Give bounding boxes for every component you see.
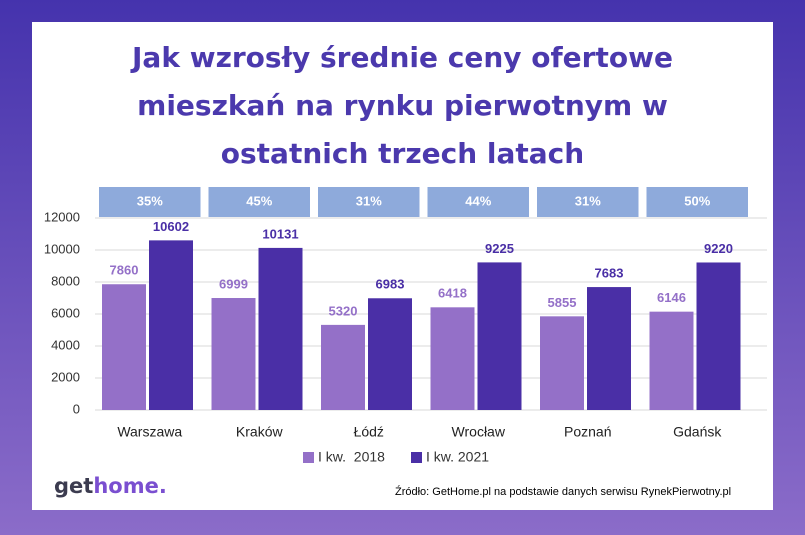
legend-swatch <box>411 452 422 463</box>
bar <box>321 324 365 410</box>
data-label: 6999 <box>219 276 248 291</box>
data-label: 10131 <box>262 226 298 241</box>
y-tick-label: 2000 <box>51 369 80 384</box>
bar <box>587 287 631 410</box>
annotation: 35% <box>137 193 163 208</box>
data-label: 6146 <box>657 290 686 305</box>
bar <box>540 316 584 410</box>
x-tick-label: Kraków <box>236 424 284 440</box>
data-label: 9220 <box>704 241 733 256</box>
annotation: 31% <box>356 193 382 208</box>
y-tick-label: 4000 <box>51 337 80 352</box>
x-tick-label: Warszawa <box>117 424 182 440</box>
x-tick-label: Gdańsk <box>673 424 722 440</box>
annotation-box <box>99 187 201 217</box>
bar <box>149 240 193 410</box>
legend-label: I kw. 2018 <box>318 449 385 465</box>
annotation: 50% <box>684 193 710 208</box>
y-tick-label: 8000 <box>51 273 80 288</box>
annotation-box <box>537 187 639 217</box>
annotation-box <box>208 187 310 217</box>
legend-label: I kw. 2021 <box>426 449 489 465</box>
data-label: 5855 <box>548 295 577 310</box>
bar <box>258 247 303 410</box>
data-label: 7683 <box>595 266 624 281</box>
y-tick-label: 6000 <box>51 305 80 320</box>
y-tick-label: 12000 <box>44 209 80 224</box>
logo-part: home. <box>93 474 167 498</box>
x-tick-label: Łódź <box>354 424 384 440</box>
chart-title: Jak wzrosły średnie ceny ofertowe mieszk… <box>132 41 673 170</box>
bar <box>649 311 694 410</box>
bar <box>102 284 146 410</box>
annotation-box <box>427 187 529 217</box>
annotation: 45% <box>246 193 272 208</box>
data-label: 10602 <box>153 219 189 234</box>
y-tick-label: 10000 <box>44 241 80 256</box>
logo: gethome. <box>54 474 167 498</box>
annotation-box <box>646 187 748 217</box>
legend-swatch <box>303 452 314 463</box>
data-label: 6418 <box>438 286 467 301</box>
annotation: 44% <box>465 193 491 208</box>
y-tick-label: 0 <box>73 401 80 416</box>
annotation-box <box>318 187 420 217</box>
bar <box>368 298 412 410</box>
source: Źródło: GetHome.pl na podstawie danych s… <box>395 486 732 498</box>
x-tick-label: Wrocław <box>452 424 506 440</box>
x-tick-label: Poznań <box>564 424 611 440</box>
data-label: 9225 <box>485 241 514 256</box>
bar <box>430 307 475 410</box>
data-label: 7860 <box>110 263 139 278</box>
bar <box>477 262 522 410</box>
logo-part: get <box>54 474 94 498</box>
data-label: 5320 <box>329 303 358 318</box>
annotation: 31% <box>575 193 601 208</box>
data-label: 6983 <box>376 277 405 292</box>
bar <box>211 298 256 410</box>
bar <box>696 262 741 410</box>
